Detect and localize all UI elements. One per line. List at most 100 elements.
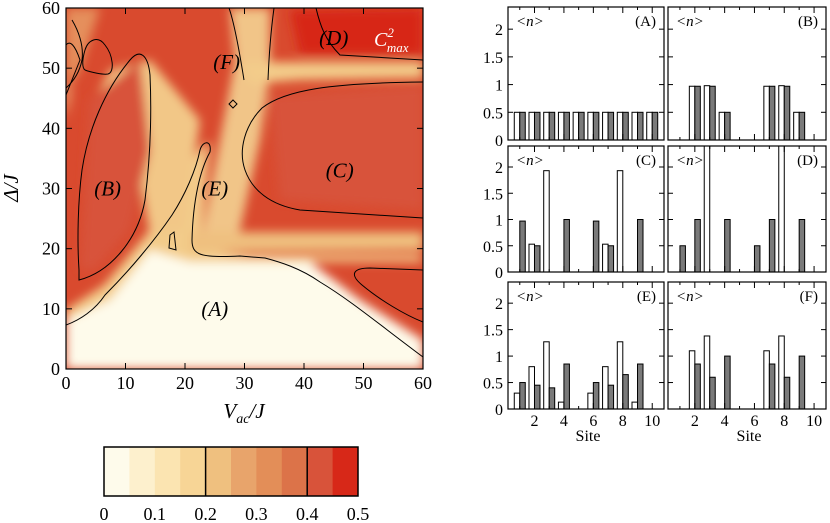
colorbar-cell	[129, 447, 156, 496]
colorbar-tick-label: 0.5	[347, 504, 370, 523]
contour-0.2-top-left-edge	[66, 42, 81, 96]
heatmap-x-axis-label: Vac/J	[223, 399, 266, 427]
heatmap-x-ticks: 0 10 20 30 40 50 60	[62, 8, 432, 393]
contour-0.4-D	[315, 8, 423, 61]
bar-panel-label: (D)	[797, 153, 818, 169]
bar-ylabel: <n>	[516, 289, 544, 305]
heatmap-y-tick-label: 0	[51, 359, 60, 379]
bar-x-tick-label: 2	[530, 413, 538, 430]
bar-filled	[622, 111, 629, 141]
bar-x-axis-label: Site	[576, 428, 601, 445]
bar-filled	[592, 111, 600, 141]
bar-open	[602, 366, 609, 410]
bar-filled	[519, 382, 526, 410]
heatmap-x-tick-label: 50	[355, 373, 373, 393]
bar-filled	[783, 376, 791, 410]
heatmap-x-tick-label: 40	[295, 373, 313, 393]
bar-filled	[533, 111, 541, 141]
region-label: (E)	[201, 177, 228, 201]
bar-filled	[724, 111, 731, 141]
bar-open	[631, 111, 639, 141]
bar-panel-frame	[667, 281, 827, 410]
bar-open	[528, 111, 535, 141]
bar-filled	[637, 219, 644, 273]
bar-open	[557, 111, 565, 141]
bar-open	[543, 341, 550, 410]
bar-ylabel: <n>	[516, 14, 544, 30]
corner-label-c2max: C2 max	[374, 25, 409, 55]
bar-panel-frame	[507, 281, 665, 410]
colorbar-cell	[104, 447, 130, 496]
bar-open	[703, 335, 711, 410]
heatmap-x-tick-label: 60	[414, 373, 432, 393]
region-label: (B)	[94, 177, 121, 201]
heatmap-y-tick-label: 50	[42, 58, 60, 78]
contour-0.2-main	[66, 142, 423, 358]
bar-ylabel: <n>	[676, 289, 704, 305]
bar-x-tick-label: 10	[644, 413, 660, 430]
bar-filled	[622, 374, 629, 410]
colorbar-cell	[231, 447, 257, 496]
bar-filled	[519, 220, 526, 273]
bar-filled	[694, 85, 701, 141]
region-label: (F)	[213, 50, 240, 74]
bar-open	[587, 392, 594, 410]
bar-filled	[709, 376, 716, 410]
bar-panel-label: (F)	[800, 289, 818, 305]
colorbar-frame	[103, 446, 359, 497]
contour-0.4-lower-right	[354, 267, 423, 323]
bar-filled	[783, 85, 791, 141]
bar-filled	[798, 355, 806, 410]
bar-open	[631, 401, 639, 410]
bar-filled	[548, 111, 556, 141]
bar-filled	[709, 85, 716, 141]
bar-open	[513, 392, 521, 410]
bar-open	[543, 111, 550, 141]
bar-filled	[592, 382, 600, 410]
bar-open	[543, 170, 550, 273]
bar-filled	[798, 111, 806, 141]
heatmap-field	[66, 8, 423, 369]
bar-open	[587, 111, 594, 141]
bar-open	[703, 85, 711, 141]
bar-open	[688, 350, 696, 410]
colorbar-cell	[307, 447, 334, 496]
bar-panel-e: 0 0.5 1 1.5 2 2 4 6 8 10 Site <n> (E)	[483, 281, 665, 445]
bar-filled	[651, 111, 659, 141]
bar-y-tick-label: 0	[495, 265, 503, 282]
bar-open	[688, 85, 696, 141]
bar-x-axis-label: Site	[737, 428, 762, 445]
bar-x-tick-label: 8	[780, 413, 788, 430]
bar-panel-label: (C)	[636, 153, 656, 169]
colorbar-tick-label: 0.3	[245, 504, 268, 523]
bar-y-tick-label: 0	[495, 402, 503, 419]
bar-open	[602, 243, 609, 273]
bar-filled	[563, 219, 570, 273]
colorbar-cell	[205, 447, 232, 496]
bar-open	[557, 401, 565, 410]
contour-diamond	[228, 99, 238, 109]
colorbar-tick-label: 0.1	[144, 504, 167, 523]
bar-open	[778, 85, 785, 141]
heatmap-y-tick-label: 40	[42, 118, 60, 138]
bar-open	[513, 111, 521, 141]
bar-filled	[607, 111, 615, 141]
bar-filled	[753, 245, 761, 273]
bar-filled	[768, 85, 776, 141]
heatmap-x-tick-label: 30	[236, 373, 254, 393]
bar-open	[528, 243, 535, 273]
bar-filled	[768, 363, 776, 410]
heatmap-y-tick-label: 10	[42, 299, 60, 319]
bar-filled	[724, 219, 731, 273]
heatmap-y-axis-label: Δ/J	[0, 173, 23, 203]
bar-ylabel: <n>	[676, 153, 704, 169]
phase-diagram-heatmap: 0 10 20 30 40 50 60 0 10 20 30 40 50 60 Vac/J Δ/J C2…	[0, 0, 432, 427]
bar-panel-label: (B)	[798, 14, 818, 30]
contour-lines	[66, 8, 423, 358]
bar-y-tick-label: 0	[495, 133, 503, 150]
bar-open	[718, 111, 726, 141]
bar-filled	[519, 111, 526, 141]
bar-filled	[724, 355, 731, 410]
bar-open	[602, 111, 609, 141]
colorbar-tick-label: 0.4	[296, 504, 319, 523]
